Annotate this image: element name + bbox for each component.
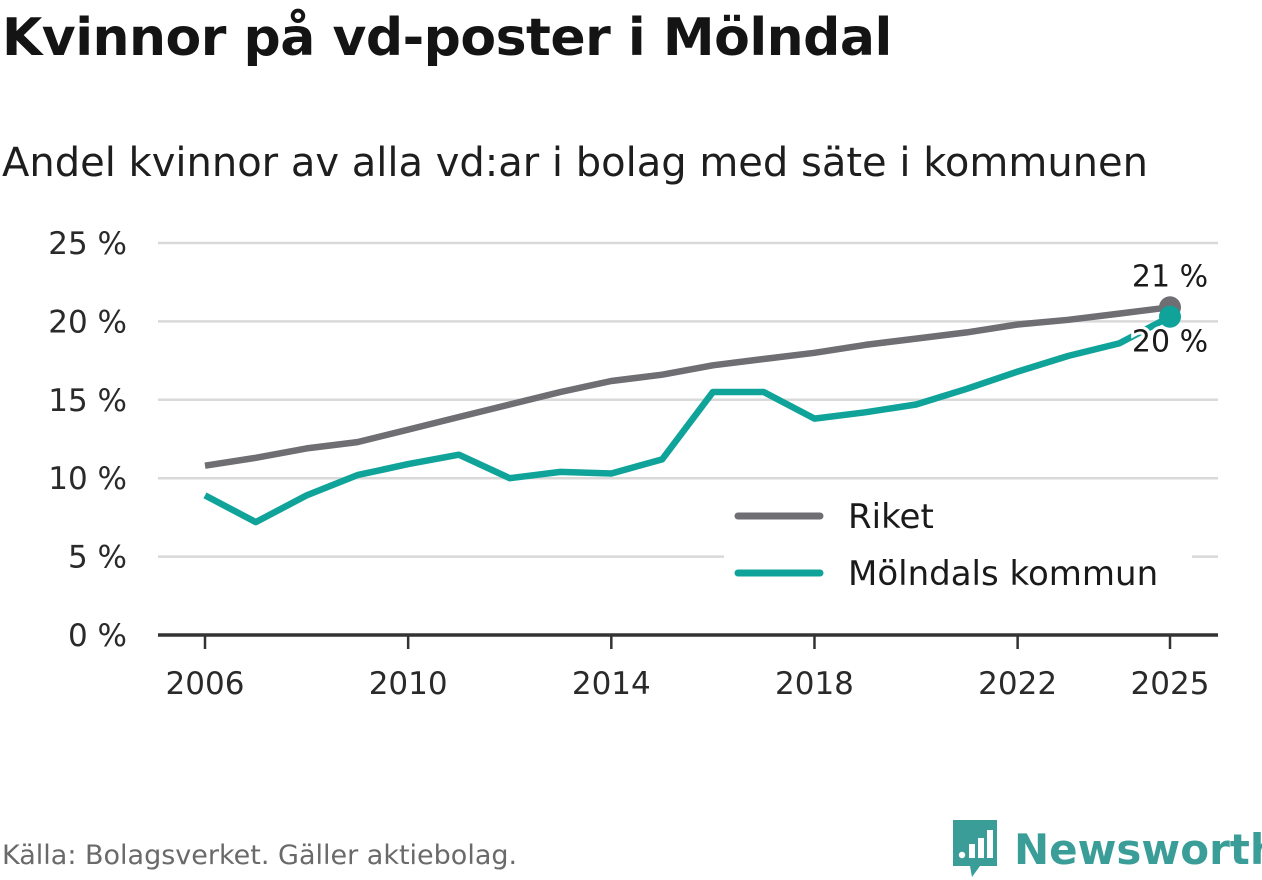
x-tick-label: 2018 bbox=[775, 666, 854, 702]
source-note: Källa: Bolagsverket. Gäller aktiebolag. bbox=[2, 840, 518, 871]
x-tick-label: 2006 bbox=[166, 666, 245, 702]
y-axis-tick-labels: 0 % 5 % 10 % 15 % 20 % 25 % bbox=[48, 226, 127, 654]
end-label: 21 % bbox=[1132, 259, 1208, 294]
x-axis-tick-labels: 2006 2010 2014 2018 2022 2025 bbox=[166, 666, 1210, 702]
series-line-0 bbox=[204, 304, 1171, 469]
legend: Riket Mölndals kommun bbox=[724, 492, 1192, 602]
x-axis bbox=[158, 633, 1218, 649]
y-tick-label: 0 % bbox=[68, 618, 127, 654]
series-lines bbox=[203, 304, 1172, 526]
brand-logo[interactable]: Newsworthy bbox=[950, 818, 1262, 880]
legend-background bbox=[724, 492, 1192, 602]
series-line-1 bbox=[203, 313, 1172, 526]
x-tick-label: 2025 bbox=[1131, 666, 1210, 702]
legend-label: Mölndals kommun bbox=[848, 554, 1158, 594]
end-markers: 21 % 20 % bbox=[1129, 256, 1211, 362]
x-tick-label: 2014 bbox=[572, 666, 651, 702]
y-tick-label: 5 % bbox=[68, 540, 127, 576]
legend-label: Riket bbox=[848, 497, 934, 537]
chart-title: Kvinnor på vd-poster i Mölndal bbox=[2, 8, 892, 68]
end-marker-1 bbox=[1159, 305, 1181, 328]
x-tick-label: 2022 bbox=[978, 666, 1057, 702]
y-tick-label: 20 % bbox=[48, 304, 127, 340]
end-label: 20 % bbox=[1132, 325, 1208, 360]
y-tick-label: 15 % bbox=[48, 383, 127, 419]
y-tick-label: 10 % bbox=[48, 461, 127, 497]
brand-name: Newsworthy bbox=[1014, 824, 1262, 874]
y-tick-label: 25 % bbox=[48, 226, 127, 262]
newsworthy-logo-icon bbox=[953, 820, 997, 877]
chart-subtitle: Andel kvinnor av alla vd:ar i bolag med … bbox=[2, 140, 1148, 186]
x-tick-label: 2010 bbox=[369, 666, 448, 702]
